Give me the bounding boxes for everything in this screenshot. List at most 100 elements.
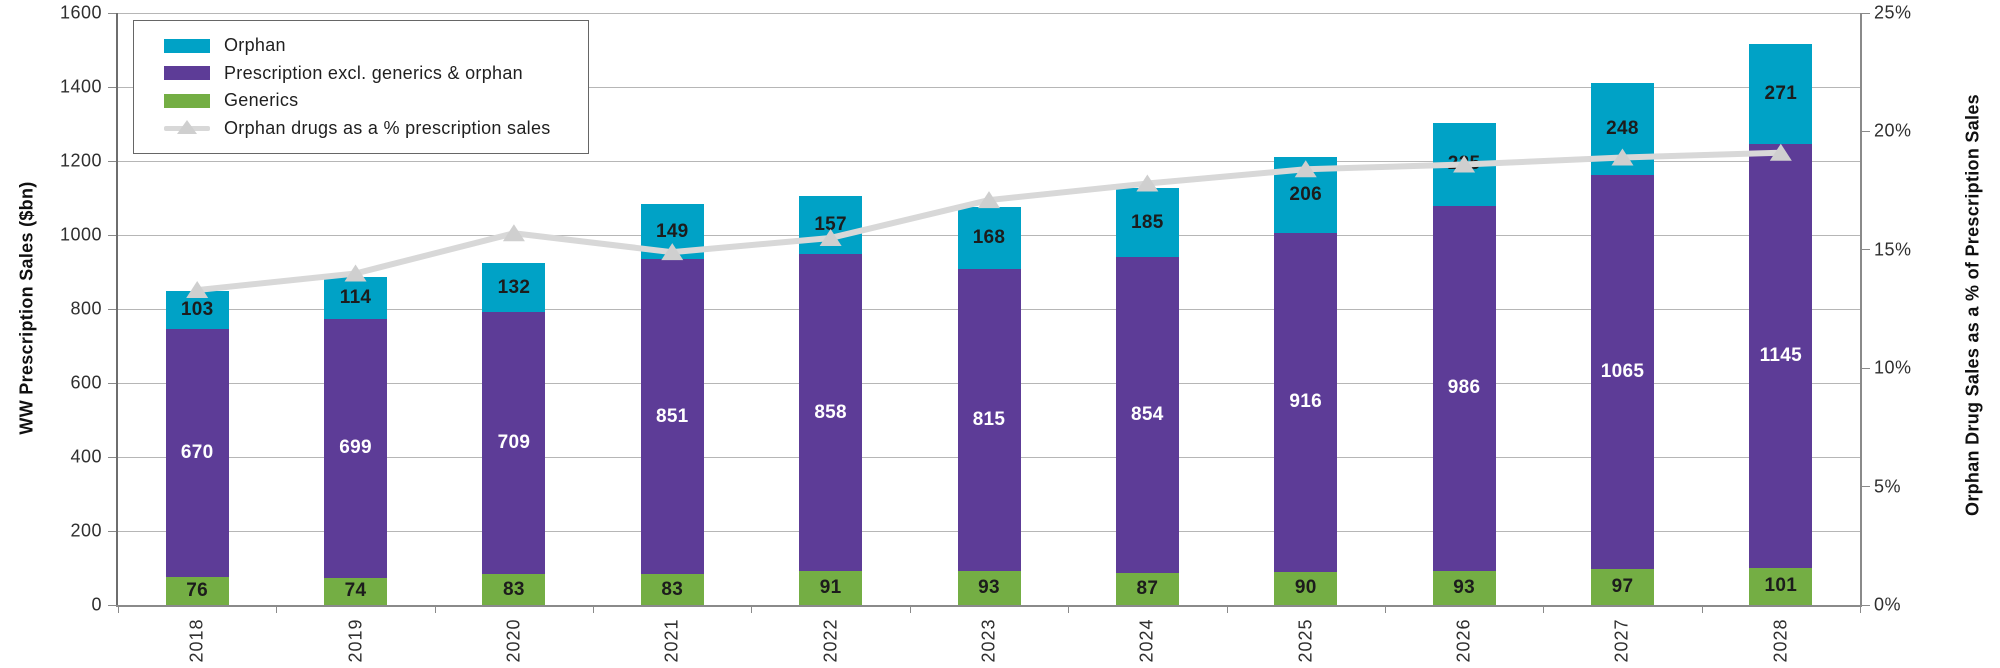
x-axis-year-text: 2026 (1453, 617, 1474, 663)
bar-segment-generics-2027: 97 (1590, 569, 1654, 605)
x-axis-tickmark (1068, 605, 1070, 613)
x-axis-tickmark (118, 605, 119, 613)
x-axis-tickmark (1543, 605, 1545, 613)
x-axis-line (116, 605, 1862, 607)
bar-segment-generics-2021: 83 (640, 574, 704, 605)
bar-segment-prescription-excl-generics-orphan-2020: 709 (482, 311, 546, 575)
bar-value-label: 916 (1289, 391, 1323, 413)
bar-segment-generics-2025: 90 (1274, 571, 1338, 605)
x-axis-tick-label-2018: 2018 (167, 612, 227, 668)
legend-label: Orphan drugs as a % prescription sales (224, 117, 551, 138)
x-axis-tick-label-2027: 2027 (1592, 612, 1652, 668)
y-axis-line-right (1860, 13, 1862, 607)
x-axis-year-text: 2022 (820, 617, 841, 663)
x-axis-tick-label-2026: 2026 (1434, 612, 1494, 668)
y-axis-left-tick-label: 600 (70, 372, 102, 393)
bar-value-label: 83 (661, 578, 684, 600)
bar-value-label: 854 (1131, 403, 1164, 425)
bar-value-label: 91 (819, 577, 842, 599)
x-axis-year-text: 2018 (186, 617, 207, 663)
bar-value-label: 1065 (1600, 361, 1645, 383)
y-axis-right-tickmark (1862, 367, 1870, 369)
x-axis-tick-label-2023: 2023 (959, 612, 1019, 668)
y-axis-left-tickmark (108, 382, 116, 384)
bar-value-label: 168 (972, 226, 1006, 248)
bar-value-label: 149 (655, 220, 689, 242)
bar-segment-generics-2024: 87 (1115, 572, 1179, 605)
x-axis-tick-label-2021: 2021 (642, 612, 702, 668)
y-axis-right-tickmark (1862, 486, 1870, 488)
y-axis-left-tickmark (108, 234, 116, 236)
x-axis-tick-label-2020: 2020 (484, 612, 544, 668)
bar-segment-generics-2028: 101 (1749, 567, 1813, 605)
x-axis-tickmark (909, 605, 911, 613)
x-axis-year-text: 2027 (1611, 617, 1632, 663)
y-axis-right-tickmark (1862, 12, 1870, 14)
bar-segment-orphan-2027: 248 (1590, 83, 1654, 176)
bar-segment-orphan-2026: 225 (1432, 122, 1496, 206)
bar-segment-prescription-excl-generics-orphan-2023: 815 (957, 269, 1021, 571)
y-axis-right-tick-label: 20% (1874, 120, 1912, 141)
y-axis-right-tick-label: 5% (1874, 476, 1902, 497)
bar-segment-generics-2020: 83 (482, 574, 546, 605)
x-axis-tick-label-2022: 2022 (801, 612, 861, 668)
legend-label: Generics (224, 90, 299, 111)
y-axis-left-tick-label: 1400 (59, 76, 102, 97)
legend-item-orphan: Orphan (164, 35, 588, 56)
x-axis-tickmark (1226, 605, 1228, 613)
bar-segment-generics-2018: 76 (165, 576, 229, 605)
bar-segment-prescription-excl-generics-orphan-2024: 854 (1115, 256, 1179, 573)
y-axis-right-tickmark (1862, 604, 1870, 606)
x-axis-tick-label-2019: 2019 (326, 612, 386, 668)
legend-item-orphan-drugs-as-a-prescription-sales: Orphan drugs as a % prescription sales (164, 118, 588, 139)
y-axis-left-tick-label: 200 (70, 520, 102, 541)
bar-segment-prescription-excl-generics-orphan-2022: 858 (799, 253, 863, 572)
bar-value-label: 93 (1453, 576, 1475, 598)
bar-value-label: 271 (1764, 82, 1798, 104)
legend-label: Prescription excl. generics & orphan (224, 62, 523, 83)
bar-segment-generics-2019: 74 (324, 577, 388, 605)
legend-label: Orphan (224, 35, 286, 56)
right-axis-title: Orphan Drug Sales as a % of Prescription… (1962, 94, 1983, 516)
bar-segment-orphan-2024: 185 (1115, 188, 1179, 257)
bar-segment-generics-2022: 91 (799, 571, 863, 605)
bar-value-label: 986 (1447, 377, 1481, 399)
trend-marker (978, 191, 1000, 209)
x-axis-year-text: 2019 (345, 617, 366, 663)
y-axis-right-tickmark (1862, 249, 1870, 251)
y-axis-left-tick-label: 800 (70, 298, 102, 319)
x-axis-tickmark (1384, 605, 1386, 613)
x-axis-tickmark (1860, 605, 1861, 613)
y-axis-left-tick-label: 1000 (59, 224, 102, 245)
bar-segment-orphan-2018: 103 (165, 290, 229, 329)
y-axis-left-tick-label: 0 (91, 594, 102, 615)
gridline-1400 (118, 86, 1860, 88)
bar-value-label: 103 (180, 298, 214, 320)
bar-value-label: 157 (814, 213, 847, 235)
y-axis-right-tick-label: 15% (1874, 239, 1912, 260)
bar-segment-prescription-excl-generics-orphan-2025: 916 (1274, 232, 1338, 572)
bar-segment-orphan-2020: 132 (482, 263, 546, 312)
bar-segment-prescription-excl-generics-orphan-2021: 851 (640, 259, 704, 575)
bar-segment-prescription-excl-generics-orphan-2027: 1065 (1590, 175, 1654, 570)
bar-value-label: 248 (1606, 118, 1639, 140)
bar-value-label: 132 (497, 276, 531, 298)
bar-value-label: 670 (180, 441, 214, 463)
y-axis-left-tick-label: 400 (70, 446, 102, 467)
y-axis-left-tick-label: 1600 (59, 2, 102, 23)
y-axis-right-tick-label: 0% (1874, 594, 1902, 615)
x-axis-tick-label-2024: 2024 (1117, 612, 1177, 668)
x-axis-tickmark (751, 605, 753, 613)
bar-value-label: 90 (1294, 577, 1317, 599)
bar-value-label: 87 (1136, 577, 1159, 599)
y-axis-left-tick-label: 1200 (59, 150, 102, 171)
bar-value-label: 83 (503, 578, 525, 600)
y-axis-line-left (116, 13, 118, 607)
x-axis-year-text: 2023 (978, 617, 999, 663)
bar-segment-orphan-2025: 206 (1274, 156, 1338, 233)
bar-segment-orphan-2019: 114 (324, 276, 388, 319)
legend-box: Orphan Prescription excl. generics & orph… (133, 20, 589, 154)
legend-item-prescription-excl-generics-orphan: Prescription excl. generics & orphan (164, 63, 588, 84)
bar-segment-orphan-2022: 157 (799, 195, 863, 254)
